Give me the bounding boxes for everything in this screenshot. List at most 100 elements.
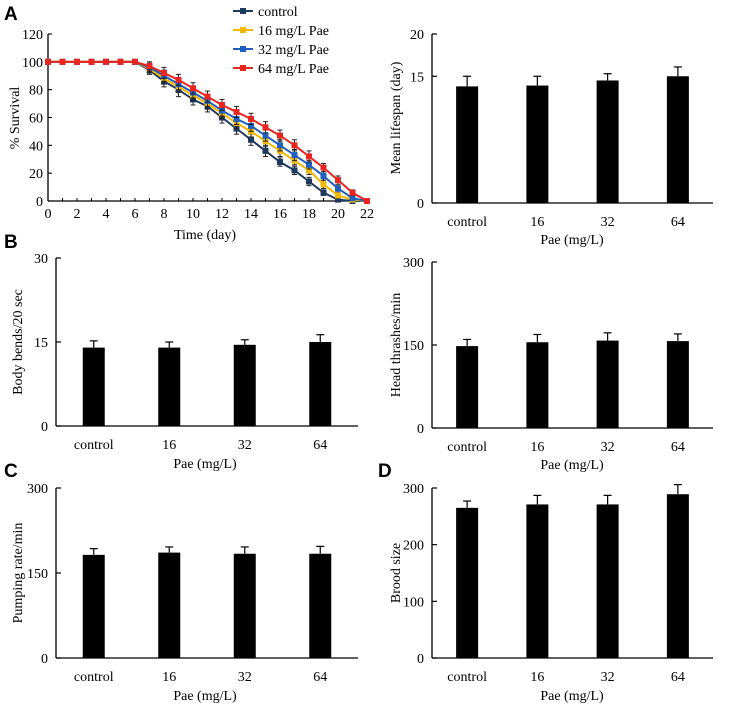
bar-control — [82, 554, 105, 658]
bar-control — [456, 86, 479, 203]
data-point — [277, 159, 283, 166]
data-point — [306, 161, 312, 168]
y-tick-label: 0 — [417, 197, 424, 212]
x-axis-label: Pae (mg/L) — [540, 689, 604, 704]
data-point — [117, 58, 124, 65]
x-axis-label: Pae (mg/L) — [540, 458, 604, 473]
x-tick-label-control: control — [74, 438, 114, 453]
series-3 — [45, 58, 370, 204]
data-point — [262, 132, 269, 139]
legend-marker — [240, 27, 246, 33]
data-point — [364, 198, 370, 204]
data-point — [248, 115, 254, 122]
x-tick-label-16: 16 — [162, 670, 176, 685]
data-point — [248, 122, 254, 129]
x-tick-label-32: 32 — [238, 670, 252, 685]
head-thrashes-chart: 0 150 300 control 16 32 64 Pae (mg/L) Head thras… — [389, 256, 713, 473]
data-point — [306, 178, 312, 185]
x-tick-label-control: control — [447, 215, 487, 230]
data-point — [204, 93, 211, 100]
x-tick-label-64: 64 — [671, 440, 685, 455]
y-axis-label: Brood size — [389, 543, 404, 603]
bar-64 — [309, 553, 332, 658]
data-point — [306, 167, 312, 174]
bar-16 — [158, 347, 181, 426]
x-tick-label-16: 16 — [162, 438, 176, 453]
x-axis-label: Pae (mg/L) — [173, 689, 237, 704]
x-tick-label-control: control — [447, 670, 487, 685]
panel-letter-a: A — [4, 4, 18, 25]
panel-letter-c: C — [4, 461, 18, 482]
data-point — [306, 153, 312, 160]
legend: control 16 mg/L Pae 32 mg/L Pae 64 mg/L Pae — [233, 5, 329, 77]
y-tick-label: 100 — [403, 595, 424, 610]
data-point — [291, 142, 298, 149]
data-point — [262, 147, 269, 154]
data-point — [233, 108, 240, 115]
bar-64 — [309, 342, 332, 426]
y-tick-label: 300 — [27, 482, 48, 497]
bar-64 — [666, 341, 689, 428]
data-point — [277, 132, 283, 139]
x-tick-label: 22 — [360, 207, 374, 222]
data-point — [335, 177, 341, 184]
series-line — [48, 60, 368, 202]
x-tick-label-32: 32 — [601, 670, 615, 685]
x-tick-label-16: 16 — [530, 215, 544, 230]
bar-32 — [596, 80, 619, 203]
data-point — [335, 196, 341, 203]
x-tick-label: 18 — [302, 207, 316, 222]
data-point — [291, 152, 298, 159]
x-tick-label-64: 64 — [313, 670, 327, 685]
y-tick-label: 100 — [22, 56, 43, 71]
bar-16 — [158, 552, 181, 658]
data-point — [175, 76, 182, 83]
x-tick-label-32: 32 — [601, 440, 615, 455]
legend-entry: 32 mg/L Pae — [258, 43, 329, 58]
bar-control — [456, 346, 479, 428]
legend-marker — [240, 46, 246, 52]
y-tick-label: 150 — [27, 567, 48, 582]
pumping-rate-chart: 0 150 300 control 16 32 64 Pae (mg/L) Pumping ra… — [11, 482, 358, 704]
legend-marker — [240, 65, 246, 71]
panel-letter-d: D — [378, 461, 392, 482]
y-tick-label: 60 — [29, 112, 43, 127]
x-tick-label-control: control — [74, 670, 114, 685]
x-tick-label-64: 64 — [313, 438, 327, 453]
x-tick-label: 4 — [103, 207, 110, 222]
bar-control — [82, 347, 105, 426]
x-tick-label: 2 — [74, 207, 81, 222]
y-tick-label: 0 — [41, 420, 48, 435]
y-tick-label: 0 — [417, 652, 424, 667]
x-tick-label: 14 — [244, 207, 258, 222]
data-point — [190, 85, 196, 92]
x-tick-label-64: 64 — [671, 670, 685, 685]
data-point — [277, 142, 283, 149]
data-point — [248, 136, 254, 143]
y-tick-label: 30 — [34, 252, 48, 267]
y-tick-label: 0 — [417, 422, 424, 437]
x-axis-label: Pae (mg/L) — [540, 233, 604, 248]
bar-16 — [526, 504, 549, 658]
data-point — [146, 63, 153, 70]
legend-entry: 64 mg/L Pae — [258, 62, 329, 77]
x-tick-label-64: 64 — [671, 215, 685, 230]
y-tick-label: 200 — [403, 539, 424, 554]
y-tick-label: 300 — [403, 482, 424, 497]
data-point — [335, 185, 341, 192]
bar-32 — [596, 504, 619, 658]
y-tick-label: 150 — [403, 339, 424, 354]
y-tick-label: 0 — [36, 195, 43, 210]
x-tick-label-16: 16 — [530, 670, 544, 685]
x-tick-label-control: control — [447, 440, 487, 455]
data-point — [349, 189, 356, 196]
bar-32 — [233, 344, 256, 426]
data-point — [320, 164, 327, 171]
data-point — [335, 192, 341, 199]
y-axis-label: Pumping rate/min — [11, 523, 26, 624]
legend-marker — [240, 8, 246, 14]
data-point — [74, 58, 80, 65]
x-tick-label: 0 — [45, 207, 52, 222]
x-axis-label: Pae (mg/L) — [173, 457, 237, 472]
